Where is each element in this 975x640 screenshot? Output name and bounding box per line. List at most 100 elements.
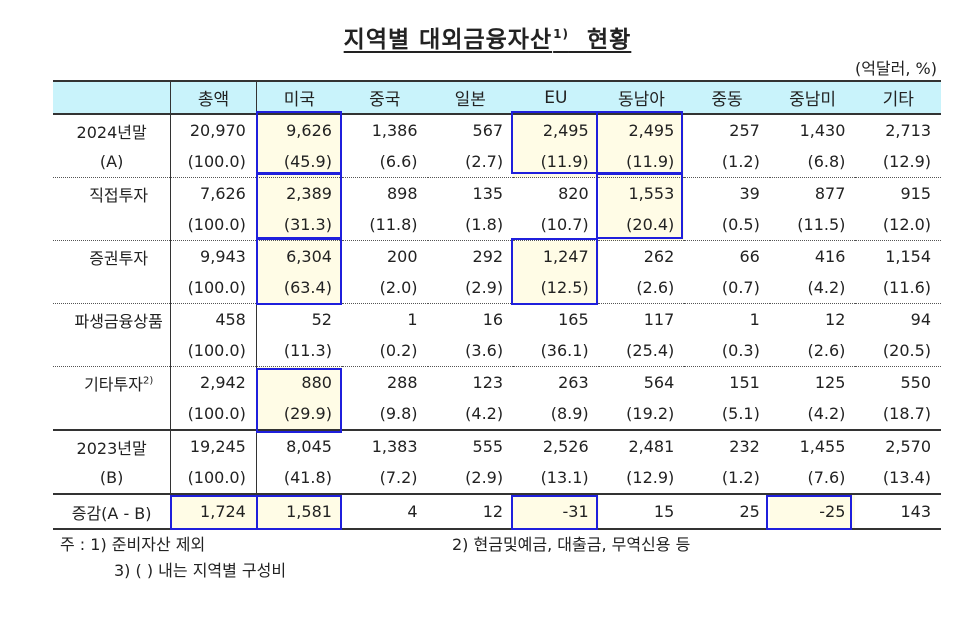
footnote-3: 3) ( ) 내는 지역별 구성비 — [114, 561, 287, 580]
value-cell: 877 — [769, 177, 856, 209]
value-cell: 94 — [855, 303, 941, 335]
share-cell: (8.9) — [550, 404, 589, 423]
share-cell: (10.7) — [540, 215, 589, 234]
value-cell: 19,245 — [170, 429, 257, 462]
row-label-footnote: 2) — [142, 375, 154, 387]
share-cell: (2.6) — [636, 278, 675, 297]
share-cell: (2.9) — [465, 468, 504, 487]
share-cell: (100.0) — [170, 146, 257, 178]
value-cell: 257 — [729, 121, 760, 140]
change-cell: -31 — [513, 493, 599, 530]
share-cell: (2.0) — [379, 278, 418, 297]
value-cell: 288 — [341, 366, 428, 398]
row-other-investment-share: (100.0) (29.9) (9.8) (4.2) (8.9) (19.2) (5.1) (… — [53, 398, 941, 430]
share-cell: (100.0) — [170, 462, 257, 494]
header-row: 총액 미국 중국 일본 EU 동남아 중동 중남미 기타 — [53, 80, 941, 115]
share-cell: (41.8) — [283, 468, 332, 487]
value-cell: 564 — [598, 366, 685, 398]
share-cell: (29.9) — [256, 398, 342, 430]
value-cell: 262 — [598, 240, 685, 272]
value-cell: 9,943 — [170, 240, 257, 272]
share-cell: (11.8) — [369, 215, 418, 234]
share-cell: (12.0) — [882, 215, 931, 234]
row-label: 2023년말 — [53, 429, 172, 462]
value-cell: 880 — [256, 366, 342, 398]
change-cell: 4 — [341, 493, 428, 530]
share-cell: (63.4) — [256, 272, 342, 304]
header-latin-america: 중남미 — [769, 80, 856, 115]
row-2023-share: (B) (100.0) (41.8) (7.2) (2.9) (13.1) (12.9) (1… — [53, 462, 941, 494]
value-cell: 7,626 — [170, 177, 257, 209]
header-southeast-asia: 동남아 — [598, 80, 685, 115]
header-blank — [53, 80, 172, 115]
row-label-text: 2023년말 — [76, 438, 147, 458]
row-label: 증권투자 — [53, 240, 172, 272]
row-other-investment: 기타투자2) 2,942 880 288 123 263 564 151 125 550 — [53, 366, 941, 398]
row-derivatives-share: (100.0) (11.3) (0.2) (3.6) (36.1) (25.4) (0.3)… — [53, 335, 941, 367]
value-cell: 135 — [427, 177, 514, 209]
share-cell: (11.9) — [513, 146, 599, 178]
row-label-text: 증권투자 — [89, 248, 149, 268]
header-usa: 미국 — [256, 80, 342, 115]
change-cell: 15 — [598, 493, 685, 530]
row-label-text: 파생금융상품 — [74, 311, 163, 331]
row-sublabel: (A) — [53, 146, 172, 178]
value-cell: 820 — [513, 177, 599, 209]
share-cell: (3.6) — [465, 341, 504, 360]
row-2024-share: (A) (100.0) (45.9) (6.6) (2.7) (11.9) (11.9) (1… — [53, 146, 941, 178]
value-cell: 2,495 — [598, 114, 685, 146]
share-cell: (2.7) — [465, 152, 504, 171]
row-portfolio-investment: 증권투자 9,943 6,304 200 292 1,247 262 66 416 1,154 — [53, 240, 941, 272]
share-cell: (13.4) — [882, 468, 931, 487]
share-cell: (25.4) — [626, 341, 675, 360]
unit-label: (억달러, %) — [854, 59, 937, 78]
value-cell: 915 — [855, 177, 941, 209]
header-japan: 일본 — [427, 80, 514, 115]
share-cell: (11.3) — [283, 341, 332, 360]
share-cell: (7.2) — [379, 468, 418, 487]
value-cell: 550 — [855, 366, 941, 398]
change-cell: 12 — [427, 493, 514, 530]
value-cell: 1,553 — [598, 177, 685, 209]
value-cell: 20,970 — [170, 114, 257, 146]
value-cell: 200 — [341, 240, 428, 272]
value-cell: 2,481 — [598, 429, 685, 462]
share-cell: (0.5) — [721, 215, 760, 234]
value-cell: 416 — [769, 240, 856, 272]
row-label-text: 직접투자 — [89, 185, 149, 205]
value-cell: 1,247 — [513, 240, 599, 272]
value-cell: 898 — [341, 177, 428, 209]
value-cell: 263 — [513, 366, 599, 398]
value-cell: 555 — [427, 429, 514, 462]
change-cell: 1,724 — [170, 493, 257, 530]
change-cell: 1,581 — [256, 493, 342, 530]
value-cell: 567 — [472, 121, 504, 140]
value-cell: 9,626 — [256, 114, 342, 146]
share-cell: (1.8) — [465, 215, 504, 234]
value-cell: 1,386 — [371, 121, 418, 140]
share-cell: (6.8) — [807, 152, 846, 171]
share-cell: (19.2) — [626, 404, 675, 423]
change-label: 증감(A - B) — [53, 493, 172, 530]
header-china: 중국 — [341, 80, 428, 115]
share-cell: (7.6) — [807, 468, 846, 487]
value-cell: 2,942 — [170, 366, 257, 398]
share-cell: (100.0) — [170, 398, 257, 430]
value-cell: 1 — [341, 303, 428, 335]
header-other: 기타 — [855, 80, 941, 115]
value-cell: 2,713 — [885, 121, 931, 140]
share-cell: (11.9) — [598, 146, 685, 178]
change-cell: -25 — [769, 493, 856, 530]
value-cell: 1,154 — [855, 240, 941, 272]
header-eu: EU — [513, 80, 599, 115]
share-cell: (9.8) — [379, 404, 418, 423]
row-direct-investment: 직접투자 7,626 2,389 898 135 820 1,553 39 877 915 — [53, 177, 941, 209]
row-label: 파생금융상품 — [53, 303, 172, 335]
value-cell: 292 — [427, 240, 514, 272]
share-cell: (5.1) — [721, 404, 760, 423]
share-cell: (4.2) — [807, 404, 846, 423]
row-label-text: 2024년말 — [76, 122, 147, 142]
share-cell: (20.5) — [882, 341, 931, 360]
value-cell: 1,455 — [769, 429, 856, 462]
value-cell: 125 — [769, 366, 856, 398]
